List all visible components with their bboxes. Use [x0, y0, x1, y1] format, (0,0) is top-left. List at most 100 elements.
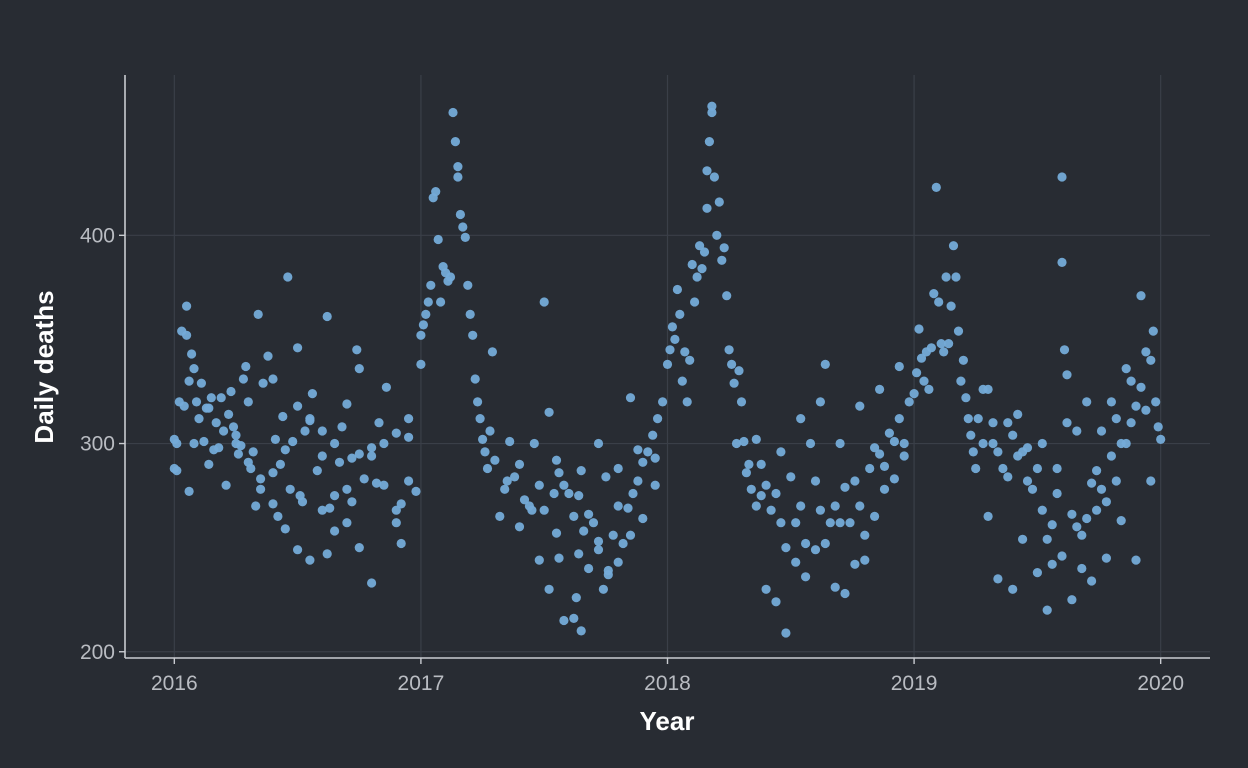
data-point	[815, 505, 826, 515]
data-point	[971, 463, 981, 474]
data-point	[514, 522, 525, 532]
data-point	[584, 563, 594, 574]
data-point	[909, 389, 919, 399]
data-point	[579, 526, 589, 536]
data-point	[224, 409, 234, 419]
data-point	[667, 322, 678, 332]
data-point	[305, 555, 315, 565]
data-point	[613, 501, 623, 511]
data-point	[1131, 555, 1141, 565]
data-point	[865, 463, 875, 474]
data-point	[1082, 513, 1092, 524]
data-point	[776, 447, 786, 457]
data-point	[280, 524, 290, 534]
data-point	[796, 501, 806, 511]
data-point	[416, 359, 426, 369]
data-point	[1072, 522, 1082, 532]
data-point	[172, 466, 182, 476]
data-point	[404, 432, 414, 442]
data-point	[268, 499, 278, 509]
data-point	[736, 397, 747, 407]
data-point	[855, 401, 865, 411]
data-point	[702, 166, 712, 176]
data-point	[926, 343, 937, 353]
data-point	[396, 499, 406, 509]
x-tick-label: 2016	[151, 672, 198, 695]
data-point	[527, 505, 537, 515]
data-point	[771, 597, 781, 607]
data-point	[502, 476, 512, 486]
data-point	[588, 518, 599, 528]
data-point	[490, 455, 500, 465]
data-point	[936, 339, 946, 349]
data-point	[894, 361, 904, 372]
data-point	[855, 501, 865, 511]
data-point	[665, 345, 675, 355]
data-point	[539, 297, 549, 307]
data-point	[519, 495, 530, 505]
data-point	[983, 511, 993, 521]
data-point	[478, 434, 488, 444]
data-point	[307, 389, 317, 399]
y-axis-title: Daily deaths	[29, 290, 59, 443]
data-point	[1067, 595, 1077, 605]
data-point	[1141, 347, 1151, 357]
data-point	[815, 397, 826, 407]
data-point	[870, 511, 880, 521]
data-point	[1146, 355, 1156, 365]
data-point	[1022, 476, 1033, 486]
x-axis-title: Year	[640, 706, 695, 736]
data-point	[258, 378, 268, 388]
data-point	[416, 330, 426, 340]
data-point	[1141, 405, 1151, 415]
data-point	[956, 376, 966, 386]
data-point	[391, 428, 401, 438]
data-point	[1106, 397, 1116, 407]
data-point	[993, 574, 1003, 584]
data-point	[613, 463, 623, 474]
data-point	[1047, 559, 1057, 569]
data-point	[445, 272, 456, 282]
data-point	[248, 447, 258, 457]
data-point	[1008, 584, 1018, 594]
data-point	[216, 393, 226, 403]
data-point	[529, 438, 539, 449]
data-point	[564, 488, 574, 499]
data-point	[1096, 426, 1107, 436]
data-point	[379, 438, 389, 449]
data-point	[404, 476, 414, 486]
data-point	[727, 359, 737, 369]
data-point	[820, 359, 830, 369]
data-point	[899, 451, 909, 461]
data-point	[1151, 397, 1161, 407]
data-point	[761, 480, 771, 490]
data-point	[951, 272, 961, 282]
data-point	[1153, 422, 1163, 432]
data-point	[633, 476, 643, 486]
data-point	[1077, 530, 1087, 540]
data-point	[944, 339, 954, 349]
data-point	[712, 230, 722, 240]
data-point	[194, 414, 204, 424]
data-point	[899, 438, 909, 449]
data-point	[697, 264, 707, 274]
data-point	[337, 422, 347, 432]
data-point	[860, 555, 870, 565]
data-point	[598, 584, 609, 594]
data-point	[870, 443, 880, 453]
data-point	[226, 386, 236, 397]
data-point	[618, 538, 628, 549]
data-point	[421, 309, 431, 319]
data-point	[297, 497, 308, 507]
data-point	[206, 393, 216, 403]
data-point	[347, 453, 357, 463]
data-point	[1092, 466, 1102, 476]
data-point	[709, 172, 720, 182]
data-point	[433, 234, 443, 245]
data-point	[739, 436, 749, 447]
data-point	[1062, 370, 1072, 380]
data-point	[931, 182, 941, 192]
grid-lines	[125, 75, 1210, 658]
tick-labels: 2016 2017 2018 2019 2020 200 300 400	[80, 224, 1184, 695]
data-point	[322, 549, 332, 559]
